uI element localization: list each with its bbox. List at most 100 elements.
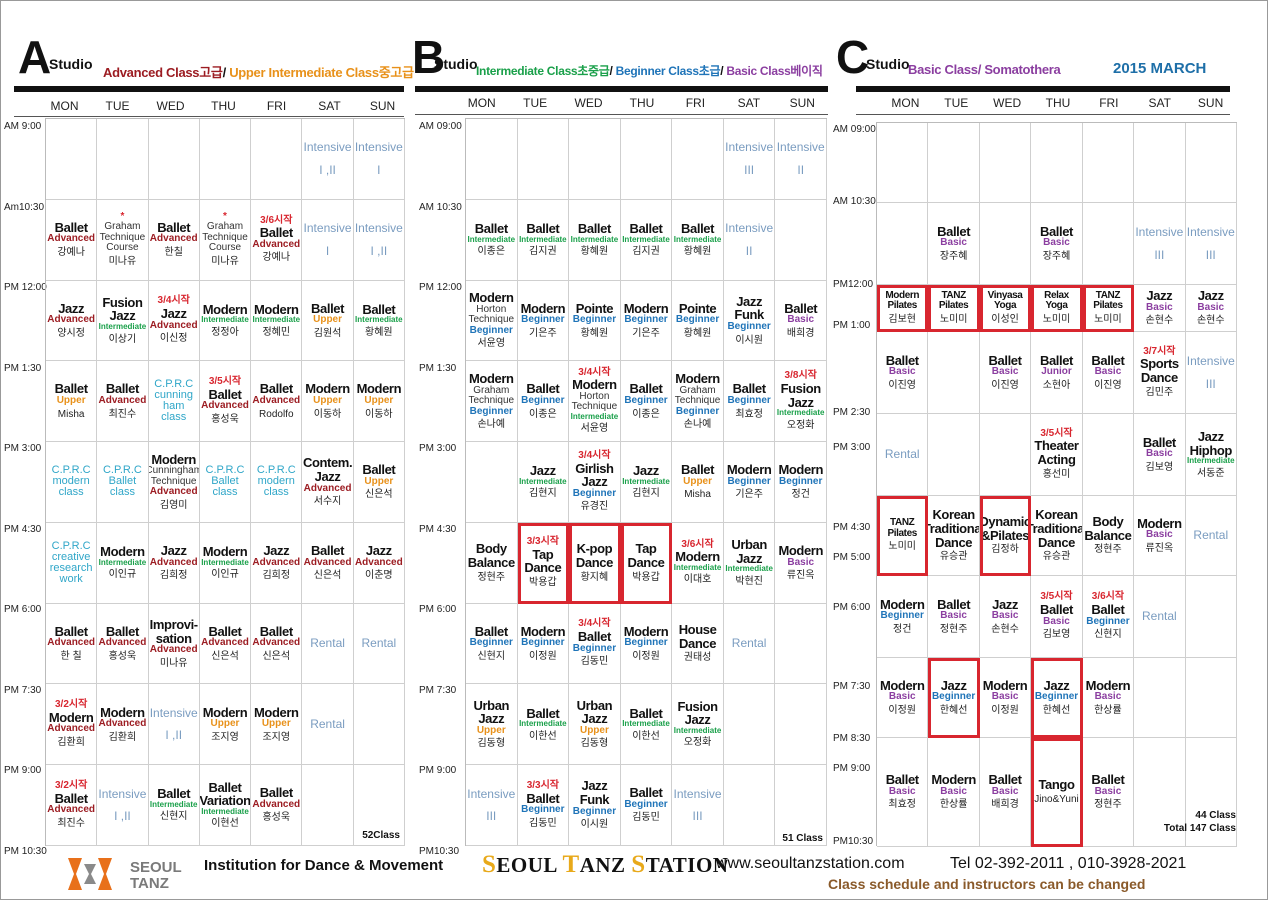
class-cell bbox=[1134, 123, 1186, 203]
class-level: Advanced bbox=[47, 314, 96, 326]
instructor-name: 한혜선 bbox=[939, 704, 968, 716]
time-label: AM 10:30 bbox=[419, 202, 462, 213]
class-level: Beginner bbox=[572, 487, 617, 499]
instructor-name: 정현주 bbox=[1094, 799, 1122, 811]
studio-letter: A bbox=[18, 31, 51, 83]
class-cell: Rental bbox=[302, 603, 354, 685]
start-date-note: 3/2시작 bbox=[54, 699, 88, 711]
intensive-label: Intensive bbox=[1186, 224, 1235, 239]
instructor-name: 오정화 bbox=[683, 737, 712, 749]
class-level: Intermediate bbox=[1186, 456, 1235, 466]
class-title: Modern bbox=[520, 300, 566, 316]
class-level: Beginner bbox=[880, 610, 924, 622]
class-cell: 3/6시작 Ballet Beginner 신현지 bbox=[1082, 576, 1135, 658]
instructor-name: 황지혜 bbox=[580, 571, 609, 583]
class-cell: Modern Beginner 이정원 bbox=[517, 603, 570, 685]
studio-b-header: B Studio Intermediate Class초중급/ Beginner… bbox=[412, 28, 832, 90]
class-level: Intermediate bbox=[622, 234, 670, 244]
class-cell: Ballet Advanced 홍성욱 bbox=[251, 765, 303, 846]
intensive-label: I ,II bbox=[114, 809, 131, 824]
class-title: Jazz bbox=[160, 305, 187, 321]
class-level: Advanced bbox=[252, 556, 301, 568]
level-label: Basic Class베이직 bbox=[726, 64, 823, 78]
instructor-name: 정현주 bbox=[939, 623, 968, 635]
class-cell: Urban Jazz Upper 김동형 bbox=[466, 684, 518, 766]
instructor-name: 홍성욱 bbox=[211, 413, 239, 425]
instructor-name: 이시원 bbox=[580, 819, 609, 831]
class-level: Intermediate bbox=[98, 322, 147, 332]
logo-bottom: TANZ bbox=[130, 874, 169, 892]
class-level: Basic bbox=[787, 556, 815, 568]
instructor-name: 박현진 bbox=[735, 575, 763, 587]
day-header-row: MON TUE WED THU FRI SAT SUN bbox=[38, 99, 409, 113]
class-level: Advanced bbox=[47, 233, 96, 245]
time-label: PM 6:00 bbox=[4, 604, 42, 615]
class-cell: Intensive II bbox=[723, 199, 776, 281]
class-cell: Fusion Jazz Intermediate 이상기 bbox=[97, 280, 149, 362]
class-cell: Jazz Intermediate 김현지 bbox=[620, 442, 673, 523]
time-label: PM 3:00 bbox=[833, 442, 871, 453]
class-title: Modern bbox=[254, 301, 299, 317]
level-label: / bbox=[720, 64, 727, 78]
time-label: Am10:30 bbox=[4, 202, 45, 213]
day-label-tue: TUE bbox=[944, 96, 969, 110]
class-cell bbox=[353, 684, 405, 766]
class-cell: K-pop Dance 황지혜 bbox=[569, 522, 621, 604]
day-label-thu: THU bbox=[211, 99, 236, 113]
class-title: Ballet bbox=[1142, 434, 1176, 450]
day-label-fri: FRI bbox=[266, 99, 287, 113]
instructor-name: 이춘명 bbox=[365, 570, 393, 582]
level-label: / bbox=[222, 65, 230, 80]
class-level: Beginner bbox=[572, 642, 617, 654]
instructor-name: 이진영 bbox=[888, 379, 917, 391]
class-cell bbox=[199, 119, 252, 200]
class-level: Beginner bbox=[521, 395, 565, 407]
cprc-class: C.P.R.C Ballet class bbox=[205, 464, 245, 499]
class-level: Advanced bbox=[149, 644, 198, 656]
class-title: Korean Traditional Dance bbox=[928, 507, 978, 550]
class-title: Modern bbox=[520, 623, 566, 639]
class-count: 51 Class bbox=[782, 833, 823, 844]
instructor-name: 노미미 bbox=[1042, 313, 1071, 325]
instructor-name: 홍선미 bbox=[1042, 468, 1071, 480]
class-title: House Dance bbox=[678, 622, 717, 651]
instructor-name: 정혜민 bbox=[262, 326, 291, 338]
instructor-name: 정정아 bbox=[211, 326, 239, 338]
class-cell: 3/5시작 Theater Acting 홍선미 bbox=[1031, 414, 1083, 496]
class-title: Girlish Jazz bbox=[575, 460, 614, 490]
intensive-label: III bbox=[1205, 247, 1216, 262]
class-cell: Rental bbox=[877, 414, 929, 496]
class-cell bbox=[979, 414, 1032, 496]
schedule-notice: Class schedule and instructors can be ch… bbox=[828, 876, 1146, 892]
instructor-name: 이정원 bbox=[529, 650, 557, 662]
class-level: Advanced bbox=[149, 233, 198, 245]
instructor-name: 강예나 bbox=[57, 246, 85, 258]
studio-levels: Advanced Class고급/ Upper Intermediate Cla… bbox=[103, 62, 414, 81]
class-cell: Ballet Basic 이진영 bbox=[877, 332, 929, 414]
day-label-fri: FRI bbox=[1099, 96, 1119, 110]
class-cell: Ballet Beginner 이종은 bbox=[620, 361, 673, 443]
class-title: Ballet bbox=[311, 542, 345, 558]
class-level: Intermediate bbox=[355, 315, 403, 325]
class-level: Advanced bbox=[47, 637, 96, 649]
class-title: Ballet bbox=[629, 785, 663, 801]
instructor-name: 황혜원 bbox=[580, 327, 609, 339]
class-level: Intermediate bbox=[467, 234, 516, 244]
class-cell: Ballet Basic 김보영 bbox=[1134, 414, 1186, 496]
instructor-name: 홍성욱 bbox=[108, 650, 137, 662]
time-label: PM 4:30 bbox=[4, 524, 42, 535]
class-level: Beginner bbox=[521, 804, 565, 816]
class-cell bbox=[1185, 123, 1237, 203]
class-cell: Jazz Basic 손현수 bbox=[1185, 285, 1237, 332]
class-cell bbox=[620, 119, 673, 200]
class-cell bbox=[302, 765, 354, 846]
time-label: AM 9:00 bbox=[4, 121, 42, 132]
website-link[interactable]: www.seoultanzstation.com bbox=[716, 855, 905, 872]
class-title: Modern bbox=[151, 451, 196, 467]
instructor-name: 최효정 bbox=[735, 408, 763, 420]
class-cell: C.P.R.C cunning ham class bbox=[148, 361, 200, 443]
class-title: Ballet bbox=[54, 623, 88, 639]
class-technique: Cunningham Technique bbox=[148, 465, 200, 487]
time-label: PM10:30 bbox=[833, 836, 874, 847]
